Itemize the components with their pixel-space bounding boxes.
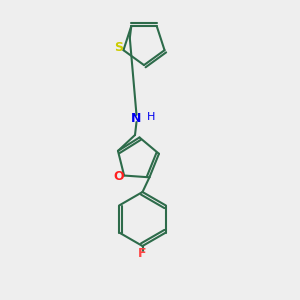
Text: F: F (138, 247, 147, 260)
Text: S: S (115, 41, 124, 54)
Text: O: O (113, 170, 124, 183)
Text: N: N (131, 112, 142, 125)
Text: H: H (147, 112, 155, 122)
